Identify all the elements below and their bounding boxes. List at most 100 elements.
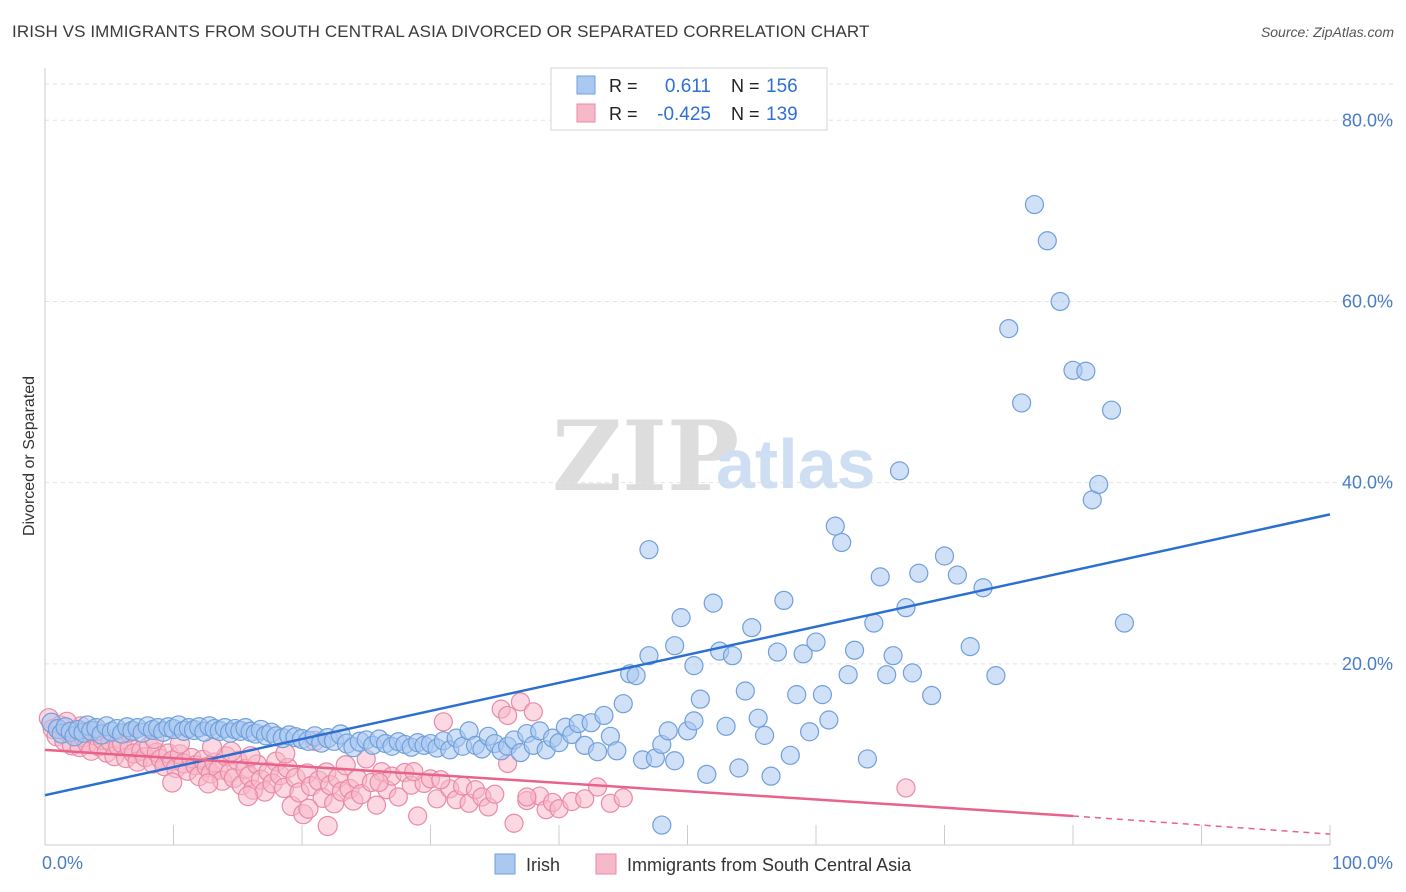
asia-point — [433, 712, 453, 732]
irish-point — [716, 716, 736, 736]
irish-point — [658, 721, 678, 741]
asia-point — [485, 784, 505, 804]
asia-point — [408, 806, 428, 826]
irish-point — [780, 745, 800, 765]
irish-point — [883, 646, 903, 666]
watermark: ZIP atlas — [552, 400, 876, 513]
asia-point — [366, 795, 387, 815]
stats-legend: R = 0.611 N = 156 R = -0.425 N = 139 — [550, 67, 828, 131]
irish-point — [639, 646, 659, 666]
irish-point — [864, 613, 884, 633]
legend-irish-label: Irish — [526, 855, 560, 875]
x-tick-label-max: 100.0% — [1332, 853, 1393, 873]
asia-point — [504, 813, 524, 833]
irish-point — [761, 766, 781, 786]
irish-point — [665, 636, 685, 656]
irish-point — [754, 725, 775, 745]
asia-r-label: R = — [609, 104, 638, 124]
series-irish-points — [41, 194, 1135, 835]
irish-point — [806, 632, 826, 652]
irish-point — [735, 681, 755, 701]
y-tick-label: 20.0% — [1342, 654, 1393, 674]
irish-point — [587, 742, 608, 762]
source-attribution: Source: ZipAtlas.com — [1260, 24, 1394, 40]
asia-point — [896, 778, 916, 798]
asia-point — [198, 773, 219, 794]
axes — [44, 68, 1331, 846]
irish-point — [787, 685, 807, 705]
irish-point — [690, 689, 710, 709]
asia-point — [369, 772, 389, 793]
irish-point — [793, 644, 813, 664]
trend-lines — [44, 513, 1331, 835]
irish-point — [999, 319, 1019, 339]
irish-point — [986, 665, 1006, 686]
irish-n-label: N = — [731, 76, 760, 96]
irish-point — [1101, 400, 1122, 420]
irish-point — [877, 665, 897, 685]
irish-point — [838, 665, 858, 685]
irish-point — [665, 751, 685, 771]
irish-point — [934, 546, 955, 566]
irish-point — [819, 710, 839, 730]
irish-point — [652, 815, 672, 835]
irish-point — [742, 617, 762, 638]
asia-point — [517, 787, 537, 807]
irish-point — [703, 593, 723, 613]
asia-point — [162, 772, 183, 793]
y-axis-label: Divorced or Separated — [21, 376, 38, 536]
irish-point — [902, 663, 922, 683]
asia-point — [298, 798, 319, 819]
irish-point — [1024, 194, 1045, 215]
legend-asia-label: Immigrants from South Central Asia — [627, 855, 912, 875]
stats-legend-box — [550, 67, 828, 131]
irish-point — [767, 642, 788, 662]
asia-point — [510, 692, 531, 712]
irish-point — [825, 516, 845, 536]
irish-trend-line — [44, 513, 1331, 797]
irish-point — [909, 563, 929, 583]
y-tick-label: 40.0% — [1342, 473, 1393, 493]
irish-point — [639, 540, 659, 560]
asia-n-label: N = — [731, 104, 760, 124]
irish-point — [1037, 231, 1057, 251]
asia-point — [427, 789, 447, 809]
irish-swatch — [576, 75, 596, 95]
asia-n-value: 139 — [766, 104, 798, 125]
irish-point — [697, 764, 717, 784]
irish-point — [844, 640, 865, 660]
asia-point — [431, 770, 451, 790]
irish-point — [729, 758, 749, 778]
irish-point — [1076, 361, 1096, 381]
legend-asia-swatch — [595, 853, 617, 875]
asia-trend-line — [44, 748, 1074, 818]
chart-title: IRISH VS IMMIGRANTS FROM SOUTH CENTRAL A… — [12, 22, 870, 41]
asia-swatch — [576, 103, 596, 123]
irish-n-value: 156 — [766, 76, 798, 97]
tick-labels: 20.0% 40.0% 60.0% 80.0% 0.0% 100.0% — [42, 110, 1393, 873]
bottom-legend: Irish Immigrants from South Central Asia — [494, 853, 912, 875]
irish-point — [922, 685, 942, 706]
irish-point — [671, 608, 691, 628]
irish-point — [799, 722, 820, 742]
irish-point — [607, 741, 627, 761]
irish-point — [1089, 474, 1109, 495]
series-asia-points — [38, 692, 916, 837]
asia-point — [404, 762, 424, 782]
asia-point — [221, 741, 242, 762]
asia-point — [523, 702, 543, 722]
asia-point — [317, 815, 338, 837]
asia-trend-line-extension — [1072, 815, 1331, 835]
watermark-zip: ZIP — [552, 400, 739, 513]
asia-point — [498, 705, 518, 726]
irish-point — [947, 565, 967, 585]
irish-point — [1114, 613, 1135, 633]
irish-point — [774, 590, 794, 611]
irish-point — [684, 711, 704, 731]
x-tick-label-min: 0.0% — [42, 853, 83, 873]
asia-point — [237, 785, 259, 807]
irish-point — [870, 567, 890, 587]
irish-point — [594, 705, 614, 726]
irish-r-value: 0.611 — [665, 76, 711, 97]
